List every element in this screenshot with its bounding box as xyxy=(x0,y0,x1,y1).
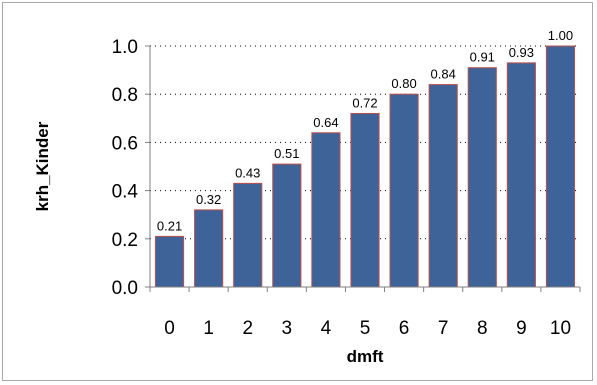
bars xyxy=(154,45,576,288)
data-label-4: 0.64 xyxy=(313,115,338,130)
x-tick-label-5: 5 xyxy=(360,318,371,339)
data-label-7: 0.84 xyxy=(431,67,456,82)
data-labels: 0.21 0.32 0.43 0.51 0.64 0.72 0.80 0.84 0.91 0.93… xyxy=(157,28,573,233)
x-tick-label-9: 9 xyxy=(516,318,527,339)
x-tick-label-4: 4 xyxy=(321,318,332,339)
data-label-6: 0.80 xyxy=(391,76,416,91)
data-label-0: 0.21 xyxy=(157,218,182,233)
axes xyxy=(145,45,581,292)
bar-1 xyxy=(194,209,224,288)
y-tick-label-2: 0.4 xyxy=(112,182,139,203)
y-tick-label-4: 0.8 xyxy=(112,85,138,106)
bar-2 xyxy=(233,182,263,288)
data-label-3: 0.51 xyxy=(274,146,299,161)
bar-5 xyxy=(350,112,380,288)
data-label-2: 0.43 xyxy=(235,165,260,180)
bar-3 xyxy=(272,163,302,288)
x-tick-label-7: 7 xyxy=(438,318,449,339)
data-label-10: 1.00 xyxy=(548,28,573,43)
y-axis-title: krh_Kinder xyxy=(33,121,52,211)
bar-6 xyxy=(389,93,419,288)
bar-4 xyxy=(311,132,341,288)
x-tick-label-3: 3 xyxy=(282,318,293,339)
x-tick-label-8: 8 xyxy=(477,318,488,339)
x-tick-label-10: 10 xyxy=(550,318,571,339)
x-tick-label-0: 0 xyxy=(164,318,175,339)
bar-8 xyxy=(467,67,497,288)
data-label-5: 0.72 xyxy=(352,95,377,110)
x-tick-labels: 0 1 2 3 4 5 6 7 8 9 10 xyxy=(164,318,571,339)
bar-10 xyxy=(545,45,576,288)
y-tick-label-1: 0.2 xyxy=(112,230,138,251)
bar-7 xyxy=(428,84,458,288)
data-label-8: 0.91 xyxy=(470,50,495,65)
bar-9 xyxy=(506,62,536,288)
x-tick-label-6: 6 xyxy=(399,318,410,339)
data-label-1: 0.32 xyxy=(196,192,221,207)
bar-0 xyxy=(154,235,185,288)
y-tick-label-3: 0.6 xyxy=(112,133,138,154)
y-tick-labels: 0.0 0.2 0.4 0.6 0.8 1.0 xyxy=(112,37,139,299)
y-tick-label-0: 0.0 xyxy=(112,278,138,299)
x-axis-title: dmft xyxy=(347,347,384,366)
x-tick-label-1: 1 xyxy=(203,318,214,339)
y-tick-label-5: 1.0 xyxy=(112,37,138,58)
x-tick-label-2: 2 xyxy=(242,318,253,339)
data-label-9: 0.93 xyxy=(509,45,534,60)
